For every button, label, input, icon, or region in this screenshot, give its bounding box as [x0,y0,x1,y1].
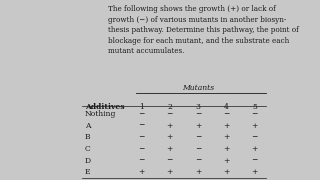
Text: +: + [167,145,173,153]
Text: −: − [195,133,201,141]
Text: −: − [138,157,145,165]
Text: −: − [138,110,145,118]
Text: −: − [195,157,201,165]
Text: E: E [85,168,91,176]
Text: 1: 1 [139,103,144,111]
Text: −: − [252,157,258,165]
Text: D: D [85,157,91,165]
Text: +: + [223,157,229,165]
Text: +: + [252,145,258,153]
Text: A: A [85,122,91,129]
Text: 4: 4 [224,103,229,111]
Text: −: − [138,122,145,129]
Text: +: + [138,168,145,176]
Text: −: − [252,133,258,141]
Text: 2: 2 [167,103,172,111]
Text: +: + [223,168,229,176]
Text: −: − [167,110,173,118]
Text: Additives: Additives [85,103,124,111]
Text: +: + [252,168,258,176]
Text: +: + [167,168,173,176]
Text: Nothing: Nothing [85,110,116,118]
Text: +: + [223,145,229,153]
Text: −: − [252,110,258,118]
Text: Mutants: Mutants [182,84,214,92]
Text: +: + [223,133,229,141]
Text: −: − [195,110,201,118]
Text: −: − [195,145,201,153]
Text: C: C [85,145,91,153]
Text: +: + [223,122,229,129]
Text: −: − [138,133,145,141]
Text: 3: 3 [196,103,201,111]
Text: B: B [85,133,91,141]
Text: +: + [195,122,201,129]
Text: +: + [195,168,201,176]
Text: +: + [167,133,173,141]
Text: −: − [167,157,173,165]
Text: +: + [252,122,258,129]
Text: −: − [138,145,145,153]
Text: 5: 5 [252,103,257,111]
Text: −: − [223,110,229,118]
Text: +: + [167,122,173,129]
Text: The following shows the growth (+) or lack of
growth (−) of various mutants in a: The following shows the growth (+) or la… [108,5,298,55]
